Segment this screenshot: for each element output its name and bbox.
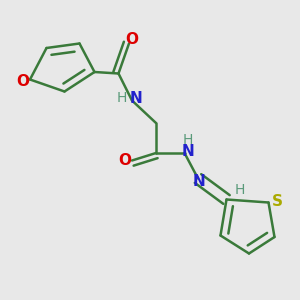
Text: S: S <box>272 194 283 208</box>
Text: O: O <box>125 32 139 46</box>
Text: O: O <box>16 74 29 88</box>
Text: H: H <box>235 184 245 197</box>
Text: N: N <box>182 144 194 159</box>
Text: H: H <box>183 133 193 146</box>
Text: N: N <box>129 91 142 106</box>
Text: N: N <box>193 174 206 189</box>
Text: O: O <box>118 153 131 168</box>
Text: H: H <box>116 91 127 105</box>
